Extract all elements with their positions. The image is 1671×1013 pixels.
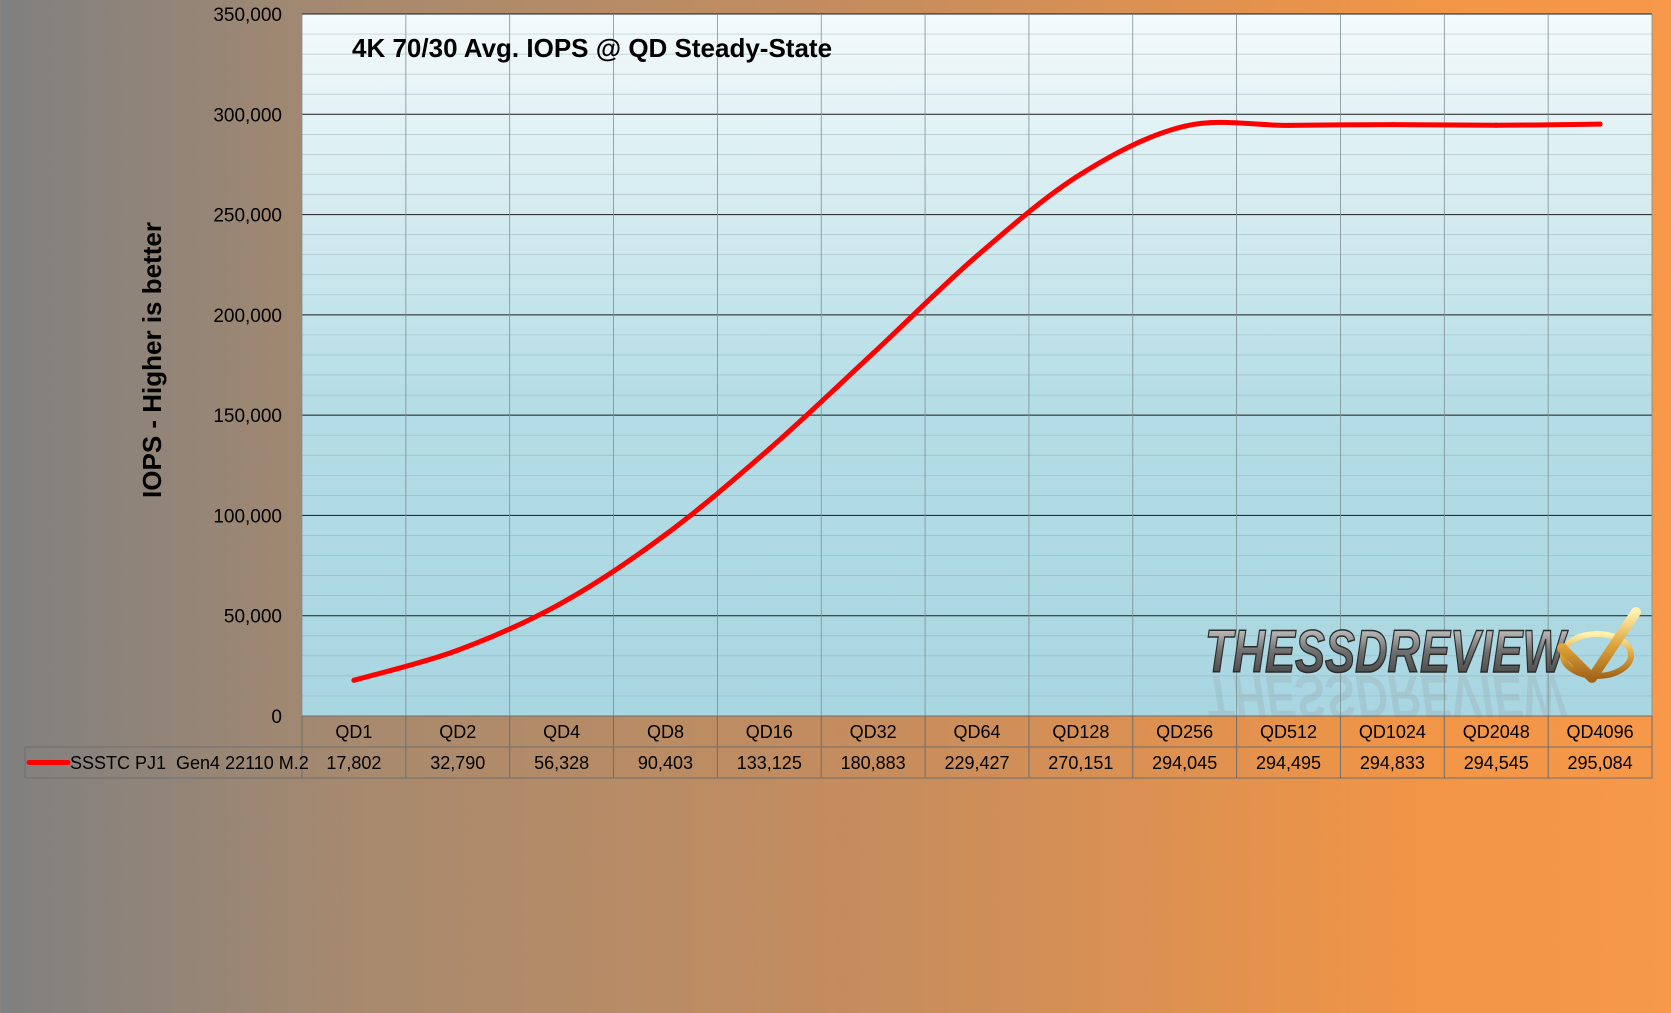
x-category-label: QD512 (1260, 722, 1317, 742)
watermark-reflection: THESSDREVIEW (1205, 663, 1568, 730)
x-category-label: QD8 (647, 722, 684, 742)
y-tick-label: 0 (271, 707, 282, 728)
data-point (1597, 121, 1603, 127)
data-value-label: 294,545 (1464, 753, 1529, 773)
data-point (766, 446, 772, 452)
data-value-label: 270,151 (1048, 753, 1113, 773)
data-point (1493, 122, 1499, 128)
x-category-label: QD2 (439, 722, 476, 742)
data-point (870, 350, 876, 356)
data-value-label: 90,403 (638, 753, 693, 773)
data-point (1078, 171, 1084, 177)
x-category-label: QD4 (543, 722, 580, 742)
y-tick-label: 300,000 (213, 105, 282, 126)
data-value-label: 180,883 (841, 753, 906, 773)
plot-area (302, 14, 1652, 716)
data-value-label: 133,125 (737, 753, 802, 773)
chart-title: 4K 70/30 Avg. IOPS @ QD Steady-State (352, 33, 832, 63)
data-value-label: 295,084 (1568, 753, 1633, 773)
legend-series-name: SSSTC PJ1 Gen4 22110 M.2 (70, 753, 309, 773)
x-category-label: QD256 (1156, 722, 1213, 742)
y-axis-title: IOPS - Higher is better (137, 222, 167, 498)
data-value-label: 17,802 (326, 753, 381, 773)
x-category-label: QD32 (850, 722, 897, 742)
data-point (1286, 122, 1292, 128)
data-value-label: 32,790 (430, 753, 485, 773)
x-category-label: QD1024 (1359, 722, 1426, 742)
data-value-label: 294,495 (1256, 753, 1321, 773)
data-point (974, 253, 980, 259)
data-point (1389, 122, 1395, 128)
checkmark-icon (1557, 607, 1641, 683)
x-category-label: QD64 (953, 722, 1000, 742)
data-point (455, 647, 461, 653)
x-category-label: QD128 (1052, 722, 1109, 742)
watermark-logo: THESSDREVIEW THESSDREVIEW (1204, 607, 1641, 730)
y-tick-label: 50,000 (224, 607, 282, 628)
x-category-label: QD2048 (1463, 722, 1530, 742)
data-value-label: 294,045 (1152, 753, 1217, 773)
watermark-text: THESSDREVIEW (1205, 618, 1568, 685)
y-tick-label: 350,000 (213, 5, 282, 26)
y-tick-label: 100,000 (213, 506, 282, 527)
data-point (351, 677, 357, 683)
data-point (559, 600, 565, 606)
data-point (662, 532, 668, 538)
data-value-label: 229,427 (944, 753, 1009, 773)
x-category-label: QD4096 (1567, 722, 1634, 742)
x-category-label: QD1 (335, 722, 372, 742)
x-category-label: QD16 (746, 722, 793, 742)
y-tick-label: 200,000 (213, 306, 282, 327)
y-tick-label: 150,000 (213, 406, 282, 427)
data-value-label: 56,328 (534, 753, 589, 773)
y-tick-label: 250,000 (213, 206, 282, 227)
data-point (1182, 123, 1188, 129)
data-value-label: 294,833 (1360, 753, 1425, 773)
